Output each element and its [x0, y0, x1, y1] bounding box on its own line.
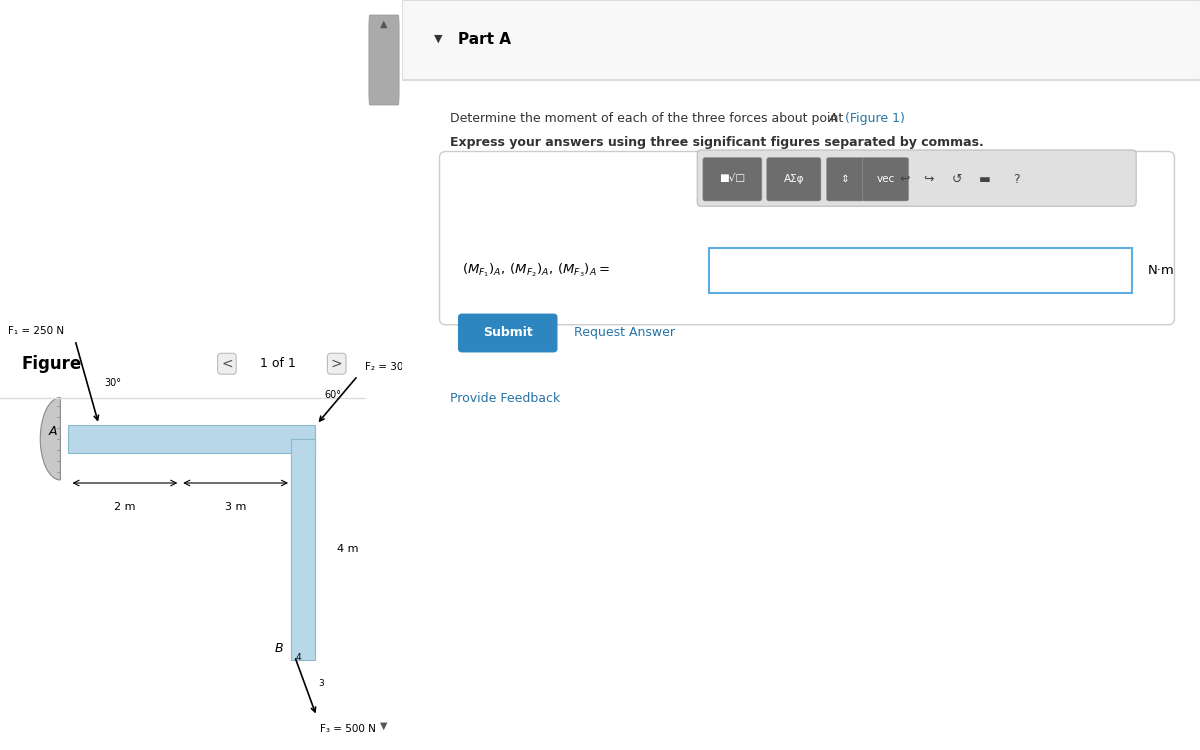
Text: Request Answer: Request Answer — [574, 326, 674, 339]
Text: ▼: ▼ — [380, 722, 388, 731]
Text: ▲: ▲ — [380, 19, 388, 28]
Text: ↺: ↺ — [952, 172, 962, 186]
Text: B: B — [275, 642, 283, 656]
FancyBboxPatch shape — [402, 0, 1200, 750]
Text: 30°: 30° — [104, 378, 121, 388]
FancyBboxPatch shape — [703, 158, 762, 201]
Text: 1 of 1: 1 of 1 — [260, 357, 296, 370]
Text: F₂ = 300 N: F₂ = 300 N — [365, 362, 421, 372]
Text: ↪: ↪ — [924, 172, 934, 186]
Text: A: A — [49, 424, 58, 438]
FancyBboxPatch shape — [827, 158, 865, 201]
Text: 2 m: 2 m — [114, 502, 136, 512]
Text: Figure: Figure — [22, 355, 83, 373]
Text: <: < — [221, 357, 233, 370]
Text: (Figure 1): (Figure 1) — [845, 112, 905, 125]
FancyBboxPatch shape — [709, 248, 1132, 292]
FancyBboxPatch shape — [767, 158, 821, 201]
Text: Part A: Part A — [458, 32, 511, 46]
Text: vec: vec — [876, 173, 895, 184]
Text: ?: ? — [1013, 172, 1020, 186]
Text: $(M_{F_1})_A,\,(M_{F_2})_A,\,(M_{F_3})_A =$: $(M_{F_1})_A,\,(M_{F_2})_A,\,(M_{F_3})_A… — [462, 261, 610, 279]
FancyBboxPatch shape — [458, 314, 557, 352]
Text: F₁ = 250 N: F₁ = 250 N — [8, 326, 64, 336]
Text: ΑΣφ: ΑΣφ — [784, 173, 804, 184]
Text: Express your answers using three significant figures separated by commas.: Express your answers using three signifi… — [450, 136, 984, 149]
FancyBboxPatch shape — [863, 158, 908, 201]
Text: Determine the moment of each of the three forces about point: Determine the moment of each of the thre… — [450, 112, 847, 125]
FancyBboxPatch shape — [368, 15, 400, 105]
Text: F₃ = 500 N: F₃ = 500 N — [320, 724, 376, 734]
Text: ▬: ▬ — [979, 172, 990, 186]
Text: 3 m: 3 m — [224, 502, 246, 512]
Text: ⇕: ⇕ — [841, 173, 850, 184]
FancyBboxPatch shape — [290, 439, 314, 660]
Text: >: > — [331, 357, 342, 370]
Text: 3: 3 — [318, 680, 324, 688]
Text: N·m: N·m — [1148, 263, 1175, 277]
Text: ▼: ▼ — [434, 34, 443, 44]
FancyBboxPatch shape — [402, 0, 1200, 79]
Text: A: A — [829, 112, 838, 125]
Text: 4: 4 — [295, 653, 301, 662]
Text: 4 m: 4 m — [337, 544, 359, 554]
FancyBboxPatch shape — [439, 152, 1175, 325]
Text: 60°: 60° — [324, 389, 341, 400]
Text: Submit: Submit — [482, 326, 533, 339]
Text: ■√□: ■√□ — [719, 173, 745, 184]
Wedge shape — [41, 398, 60, 480]
Text: ↩: ↩ — [900, 172, 910, 186]
FancyBboxPatch shape — [67, 424, 314, 453]
Text: Provide Feedback: Provide Feedback — [450, 392, 560, 406]
FancyBboxPatch shape — [697, 150, 1136, 206]
